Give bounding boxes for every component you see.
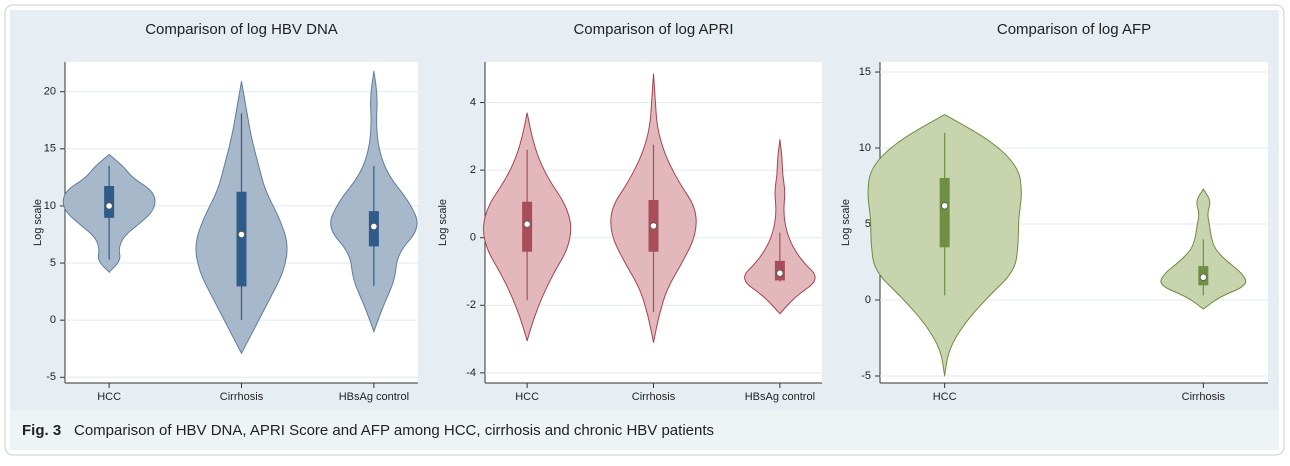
y-tick-label: 0 bbox=[865, 294, 871, 306]
median bbox=[1199, 273, 1207, 281]
chart-panel: Comparison of log HBV DNA Log scale -5 0 5 10… bbox=[32, 21, 418, 403]
y-tick-label: -5 bbox=[46, 371, 56, 383]
x-tick-label: HBsAg control bbox=[339, 391, 409, 403]
y-tick-label: -4 bbox=[466, 367, 476, 379]
x-tick-label: HCC bbox=[97, 391, 121, 403]
y-tick-label: 0 bbox=[50, 314, 56, 326]
box bbox=[236, 191, 247, 287]
chart-title: Comparison of log APRI bbox=[573, 21, 733, 38]
x-tick-label: HCC bbox=[515, 391, 539, 403]
median bbox=[941, 202, 949, 210]
box bbox=[104, 186, 115, 218]
x-tick-label: Cirrhosis bbox=[220, 391, 264, 403]
median bbox=[649, 222, 658, 230]
y-tick-label: 15 bbox=[859, 66, 871, 78]
x-tick-label: Cirrhosis bbox=[632, 391, 676, 403]
box bbox=[939, 177, 950, 248]
x-tick-label: HCC bbox=[933, 391, 957, 403]
y-tick-label: 2 bbox=[470, 164, 476, 176]
y-axis-label: Log scale bbox=[840, 199, 852, 246]
y-tick-label: 0 bbox=[470, 232, 476, 244]
caption-text: Comparison of HBV DNA, APRI Score and AF… bbox=[74, 422, 714, 439]
chart-title: Comparison of log AFP bbox=[997, 21, 1151, 38]
median bbox=[237, 230, 246, 239]
violin bbox=[744, 139, 816, 315]
median bbox=[776, 269, 784, 277]
y-tick-label: 10 bbox=[44, 200, 56, 212]
y-axis-label: Log scale bbox=[32, 199, 44, 246]
y-tick-label: 15 bbox=[44, 143, 56, 155]
x-tick-label: Cirrhosis bbox=[1182, 391, 1226, 403]
y-tick-label: 10 bbox=[859, 142, 871, 154]
median bbox=[105, 202, 113, 210]
chart-panel: Comparison of log APRI Log scale -4 -2 0 2 4 HC… bbox=[437, 21, 822, 403]
y-tick-label: -2 bbox=[466, 299, 476, 311]
y-tick-label: 5 bbox=[50, 257, 56, 269]
chart-panel: Comparison of log AFP Log scale -5 0 5 10 15 HC… bbox=[840, 21, 1268, 403]
y-tick-label: 20 bbox=[44, 86, 56, 98]
y-axis-label: Log scale bbox=[437, 199, 449, 246]
chart-title: Comparison of log HBV DNA bbox=[145, 21, 338, 38]
caption-label: Fig. 3 bbox=[22, 422, 61, 439]
y-tick-label: 4 bbox=[470, 96, 476, 108]
y-tick-label: 5 bbox=[865, 218, 871, 230]
caption-background bbox=[10, 410, 1279, 450]
median bbox=[523, 220, 531, 228]
x-tick-label: HBsAg control bbox=[745, 391, 815, 403]
median bbox=[370, 222, 378, 231]
y-tick-label: -5 bbox=[861, 370, 871, 382]
